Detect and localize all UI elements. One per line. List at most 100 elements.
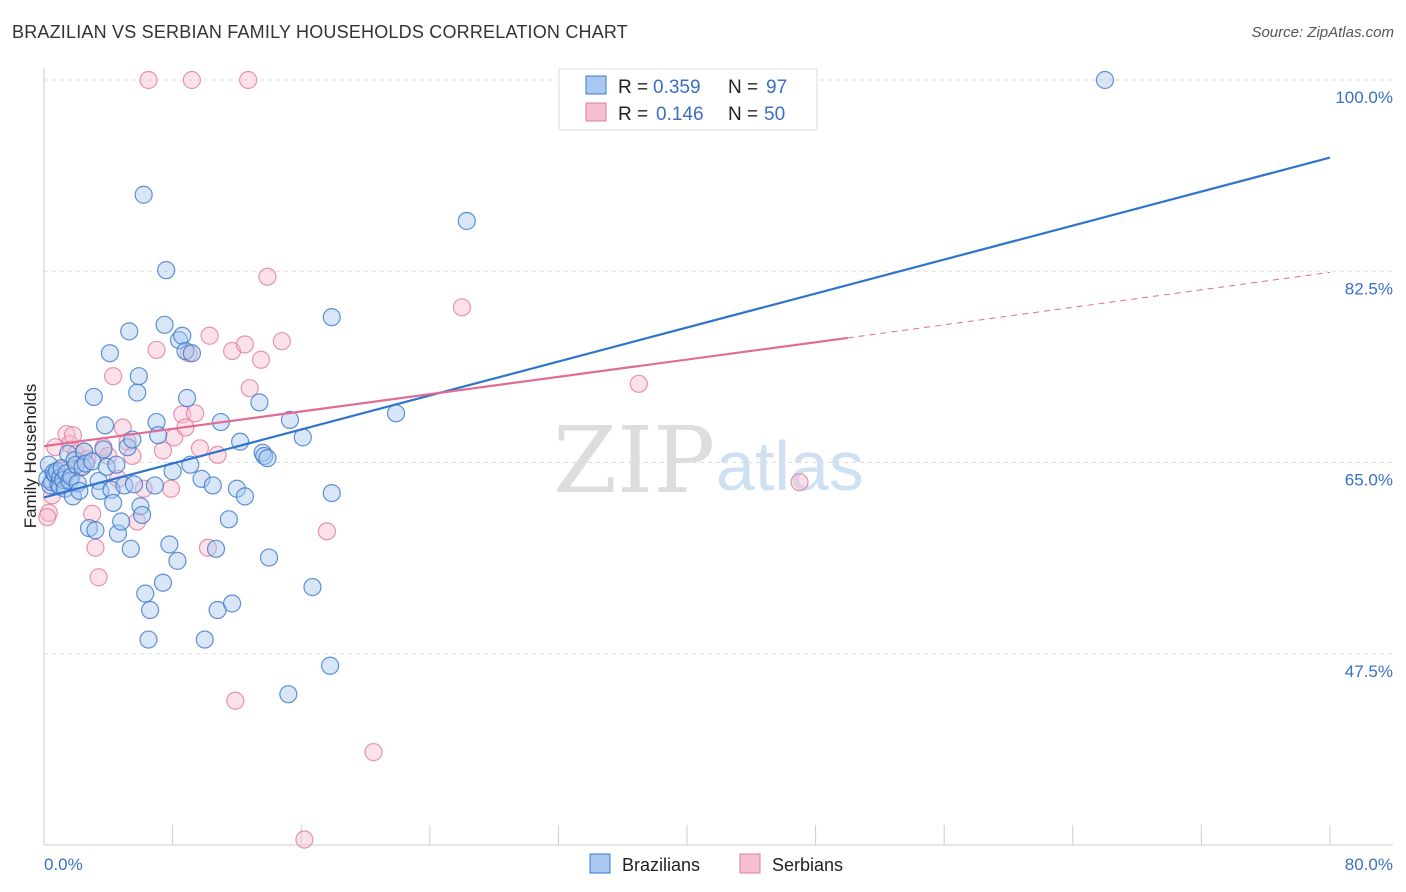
brazilians-point [258, 449, 277, 468]
brazilians-point [100, 344, 120, 363]
chart-source: Source: ZipAtlas.com [1251, 24, 1394, 41]
serbians-point [295, 830, 314, 849]
brazilians-points [38, 70, 1115, 704]
brazilians-point [153, 573, 173, 592]
bottom-legend-swatch-serbians [739, 853, 761, 874]
serbians-point [147, 340, 166, 360]
brazilians-point [219, 510, 238, 529]
serbians-trend-line [43, 336, 848, 448]
y-tick-label: 47.5% [1345, 662, 1393, 681]
brazilians-point [250, 393, 269, 412]
chart-title: BRAZILIAN VS SERBIAN FAMILY HOUSEHOLDS C… [12, 22, 629, 42]
serbians-point [239, 70, 258, 90]
brazilians-point [129, 367, 148, 386]
brazilians-point [192, 469, 211, 488]
serbians-point [38, 508, 57, 527]
brazilians-point [235, 487, 255, 506]
brazilians-trend-line [43, 156, 1331, 499]
brazilians-point [108, 524, 128, 543]
brazilians-point [255, 446, 274, 466]
bottom-legend-label-serbians: Serbians [772, 855, 843, 875]
x-tick-label-max: 80.0% [1345, 855, 1393, 874]
y-tick-label: 82.5% [1345, 279, 1393, 298]
brazilians-point [457, 211, 476, 231]
legend-n-value-brazilians: 97 [766, 77, 787, 98]
legend-r-value-brazilians: 0.359 [653, 77, 701, 98]
brazilians-point [280, 410, 300, 429]
y-tick-labels: 47.5% 65.0% 82.5% 100.0% [1335, 88, 1393, 681]
brazilians-point [321, 656, 340, 675]
grid-lines [44, 79, 1393, 655]
brazilians-point [84, 387, 103, 407]
serbians-point [240, 379, 259, 398]
y-axis-label: Family Households [21, 384, 40, 529]
legend-swatch-serbians [585, 102, 607, 122]
serbians-point [200, 326, 219, 345]
brazilians-point [94, 440, 113, 459]
serbians-point [139, 70, 158, 90]
serbians-point [452, 298, 472, 317]
legend-r-label-brazilians: R = [618, 77, 648, 98]
serbians-point [272, 332, 292, 351]
brazilians-point [182, 344, 201, 363]
trend-lines [43, 156, 1331, 499]
y-tick-label: 65.0% [1345, 471, 1393, 490]
legend-n-label-serbians: N = [728, 104, 758, 125]
axes [43, 68, 1393, 846]
serbians-point [251, 350, 271, 369]
brazilians-point [322, 308, 341, 327]
brazilians-point [206, 539, 226, 558]
brazilians-point [134, 185, 153, 204]
legend-n-value-serbians: 50 [764, 104, 785, 125]
serbians-point [134, 479, 153, 498]
watermark-atlas: atlas [716, 427, 864, 505]
brazilians-point [386, 404, 406, 423]
serbians-point [235, 335, 255, 354]
brazilians-point [107, 455, 126, 474]
brazilians-point [139, 630, 158, 649]
serbians-point [629, 374, 648, 393]
brazilians-point [322, 484, 341, 503]
brazilians-point [173, 326, 192, 345]
brazilians-point [303, 577, 322, 597]
brazilians-point [1095, 70, 1115, 90]
correlation-legend: R = 0.359 N = 97 R = 0.146 N = 50 [558, 68, 818, 131]
watermark-zip: ZIP [553, 407, 715, 514]
brazilians-point [157, 261, 176, 280]
brazilians-point [86, 521, 105, 540]
serbians-point [161, 479, 181, 498]
serbians-trend-extension [847, 271, 1331, 339]
brazilians-point [112, 512, 131, 531]
brazilians-point [279, 685, 298, 704]
brazilians-point [120, 322, 139, 341]
serbians-point [104, 367, 123, 386]
serbians-point [790, 473, 809, 492]
serbians-point [226, 691, 245, 710]
brazilians-point [203, 476, 222, 495]
legend-r-label-serbians: R = [618, 104, 648, 125]
legend-n-label-brazilians: N = [728, 77, 758, 98]
bottom-legend-swatch-brazilians [589, 853, 611, 874]
legend-r-value-serbians: 0.146 [656, 104, 704, 125]
brazilians-point [132, 505, 152, 525]
serbians-point [63, 426, 83, 445]
serbians-point [182, 70, 201, 90]
legend-swatch-brazilians [585, 75, 607, 95]
brazilians-point [259, 548, 279, 567]
brazilians-point [136, 584, 155, 603]
brazilians-point [104, 493, 123, 513]
brazilians-point [177, 388, 197, 408]
serbians-point [86, 538, 105, 557]
y-tick-label: 100.0% [1335, 88, 1393, 107]
serbians-point [258, 267, 277, 286]
series-legend: Brazilians Serbians [589, 853, 843, 875]
brazilians-point [95, 416, 115, 435]
brazilians-point [70, 481, 89, 501]
serbians-point [123, 446, 142, 466]
brazilians-point [124, 475, 144, 494]
x-tick-label-min: 0.0% [44, 855, 83, 874]
brazilians-point [168, 551, 187, 570]
brazilians-point [140, 600, 160, 620]
serbians-point [317, 522, 337, 541]
